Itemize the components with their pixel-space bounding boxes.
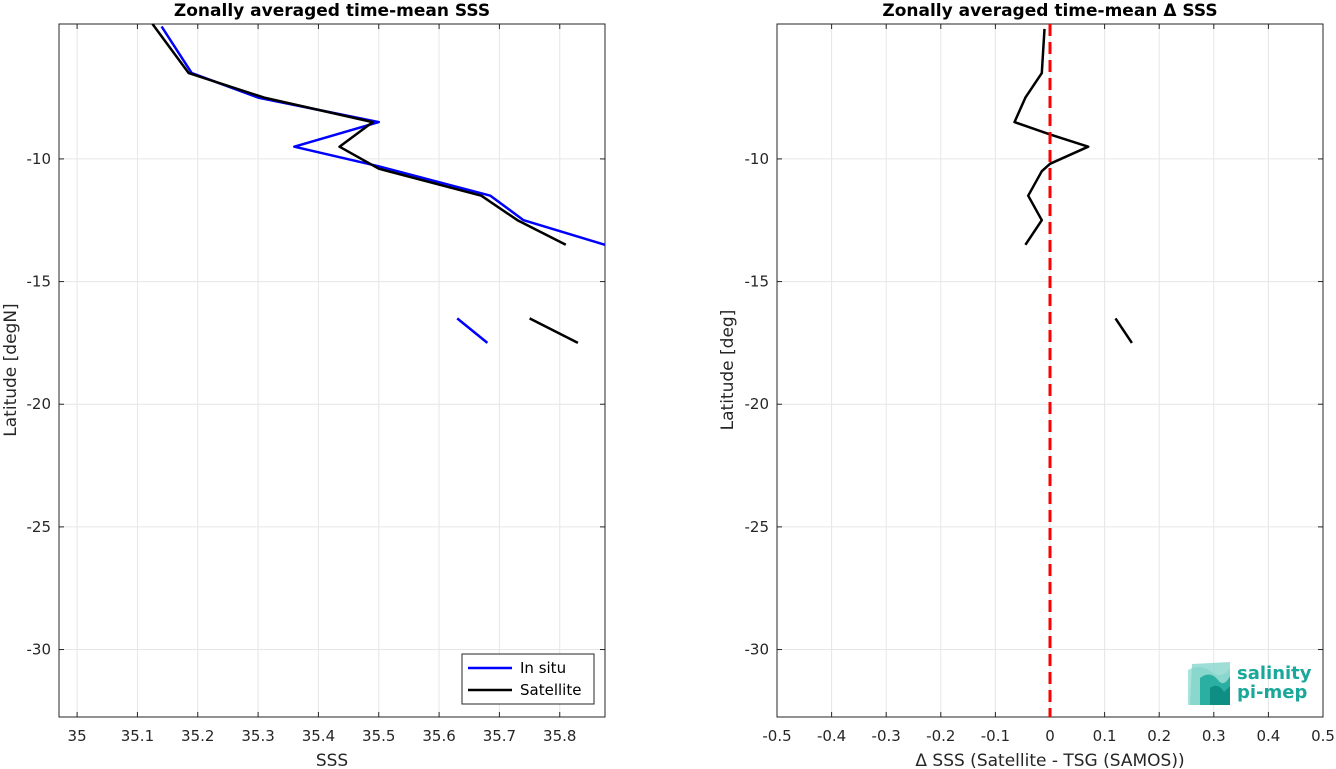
delta-sss-y-tick-label: -15 — [745, 273, 770, 291]
sss-y-tick-label: -10 — [27, 150, 52, 168]
sss-y-tick-label: -15 — [27, 273, 52, 291]
sss-x-tick-label: 35.3 — [241, 727, 274, 745]
delta-sss-x-tick-label: 0.5 — [1311, 727, 1335, 745]
sss-axes-box — [58, 23, 606, 718]
sss-panel: Zonally averaged time-mean SSS 35 35.1 35.… — [1, 1, 606, 769]
sss-legend: In situ Satellite — [461, 653, 595, 705]
delta-sss-x-tick-label: -0.2 — [926, 727, 955, 745]
delta-sss-x-tick-label: 0 — [1045, 727, 1055, 745]
sss-panel-title: Zonally averaged time-mean SSS — [174, 1, 490, 21]
sss-x-tick-label: 35.8 — [543, 727, 576, 745]
sss-x-tick-label: 35.2 — [181, 727, 214, 745]
salinity-pi-mep-logo: salinity pi-mep — [1188, 662, 1312, 705]
logo-line-2: pi-mep — [1237, 682, 1307, 703]
sss-plot-area: 35 35.1 35.2 35.3 35.4 35.5 35.6 35.7 35.8 -10 -15… — [27, 23, 606, 745]
delta-sss-y-tick-label: -30 — [745, 641, 770, 659]
sss-y-tick-label: -25 — [27, 518, 52, 536]
delta-sss-x-tick-label: -0.4 — [817, 727, 846, 745]
delta-sss-y-tick-label: -10 — [745, 150, 770, 168]
legend-label: Satellite — [520, 681, 581, 699]
legend-label: In situ — [520, 659, 566, 677]
sss-y-tick-label: -30 — [27, 641, 52, 659]
sss-y-tick-label: -20 — [27, 395, 52, 413]
delta-sss-series-0 — [1114, 317, 1133, 344]
delta-sss-x-tick-label: -0.1 — [981, 727, 1010, 745]
sss-x-axis-label: SSS — [316, 751, 348, 769]
sss-series-in-situ — [456, 317, 489, 344]
delta-sss-y-tick-label: -25 — [745, 518, 770, 536]
delta-sss-y-tick-label: -20 — [745, 395, 770, 413]
delta-sss-plot-area: -0.5 -0.4 -0.3 -0.2 -0.1 0 0.1 0.2 0.3 0.4 0.5 -10 -… — [745, 23, 1335, 745]
sss-series-satellite — [151, 23, 567, 246]
sss-x-tick-label: 35 — [68, 727, 87, 745]
sss-x-tick-label: 35.4 — [302, 727, 335, 745]
logo-line-1: salinity — [1237, 663, 1312, 684]
delta-sss-y-axis-label: Latitude [deg] — [718, 310, 738, 431]
wave-icon — [1188, 662, 1230, 705]
sss-series-in-situ — [160, 25, 606, 246]
delta-sss-panel-title: Zonally averaged time-mean Δ SSS — [882, 1, 1217, 21]
delta-sss-x-tick-label: -0.3 — [872, 727, 901, 745]
sss-x-tick-label: 35.6 — [422, 727, 455, 745]
sss-x-tick-label: 35.7 — [483, 727, 516, 745]
delta-sss-series-0 — [1013, 28, 1090, 246]
delta-sss-x-tick-label: 0.1 — [1093, 727, 1117, 745]
delta-sss-panel: Zonally averaged time-mean Δ SSS -0.5 -0.… — [718, 1, 1335, 769]
sss-series-satellite — [529, 317, 579, 345]
sss-y-axis-label: Latitude [degN] — [1, 303, 21, 436]
delta-sss-x-tick-label: 0.3 — [1202, 727, 1226, 745]
legend-box — [461, 653, 595, 705]
delta-sss-x-axis-label: Δ SSS (Satellite - TSG (SAMOS)) — [915, 751, 1184, 769]
delta-sss-x-tick-label: 0.2 — [1147, 727, 1171, 745]
sss-x-tick-label: 35.1 — [121, 727, 154, 745]
sss-x-tick-label: 35.5 — [362, 727, 395, 745]
delta-sss-x-tick-label: -0.5 — [762, 727, 791, 745]
delta-sss-x-tick-label: 0.4 — [1256, 727, 1280, 745]
